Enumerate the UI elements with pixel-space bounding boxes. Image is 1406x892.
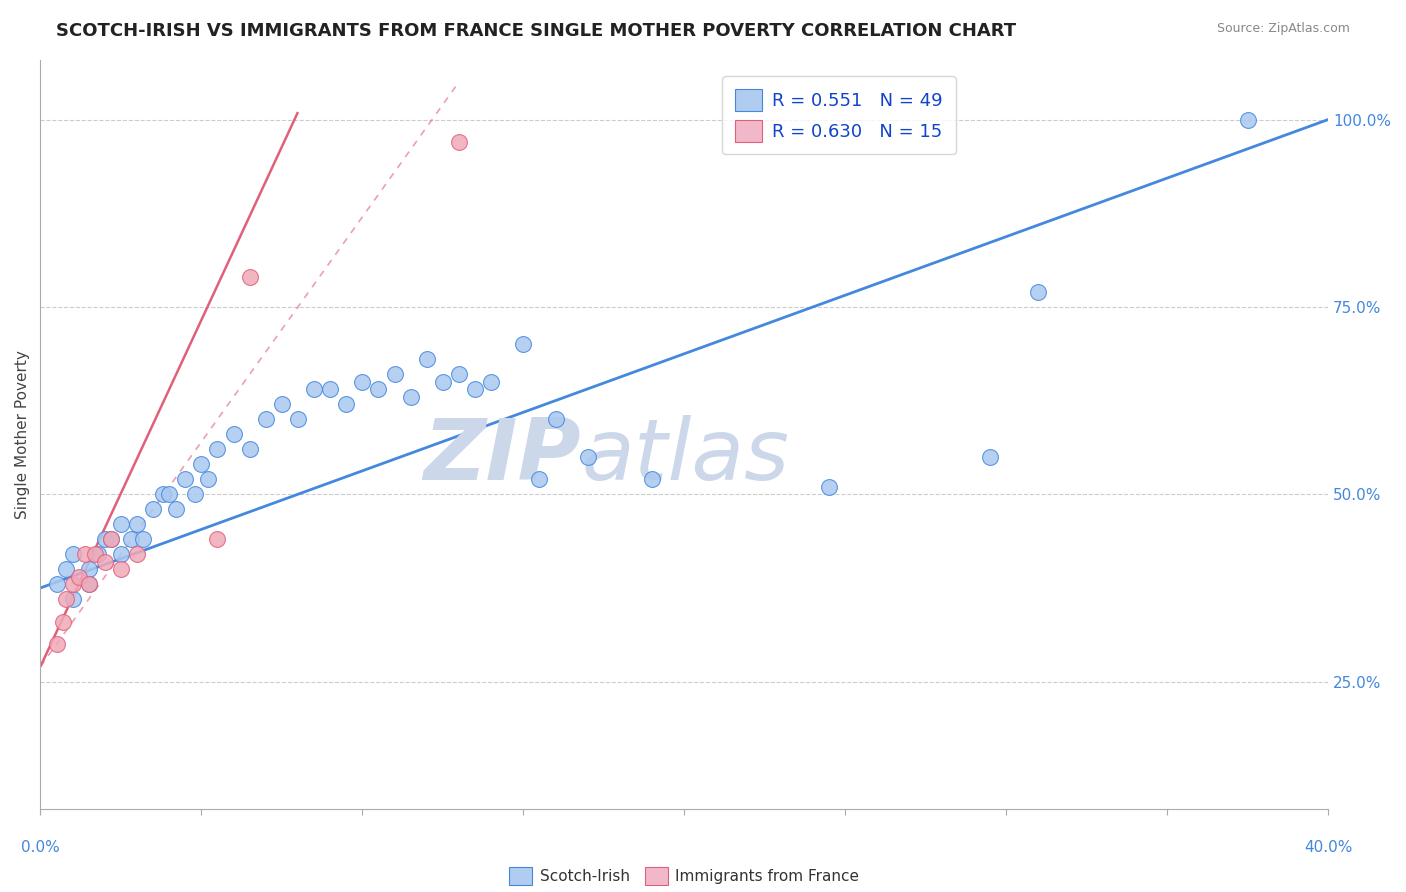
Point: [152, 487, 174, 501]
Point: [979, 450, 1001, 464]
Text: 0.0%: 0.0%: [21, 840, 60, 855]
Point: [110, 517, 132, 532]
Point: [174, 472, 197, 486]
Point: [319, 382, 342, 396]
Point: [75, 547, 97, 561]
Point: [87, 547, 110, 561]
Point: [818, 480, 841, 494]
Point: [132, 533, 155, 547]
Point: [67, 570, 90, 584]
Point: [52, 615, 75, 629]
Point: [1028, 285, 1050, 299]
Point: [384, 368, 406, 382]
Text: 40.0%: 40.0%: [1303, 840, 1353, 855]
Point: [100, 533, 122, 547]
Point: [110, 562, 132, 576]
Point: [45, 577, 67, 591]
Point: [125, 517, 148, 532]
Point: [529, 472, 551, 486]
Point: [352, 375, 374, 389]
Point: [62, 547, 84, 561]
Point: [207, 442, 229, 457]
Point: [77, 562, 100, 576]
Point: [239, 269, 262, 284]
Point: [207, 533, 229, 547]
Point: [84, 547, 107, 561]
Point: [110, 547, 132, 561]
Point: [142, 502, 165, 516]
Point: [479, 375, 502, 389]
Point: [62, 592, 84, 607]
Point: [165, 502, 187, 516]
Point: [77, 577, 100, 591]
Point: [120, 533, 142, 547]
Point: [447, 135, 470, 149]
Point: [45, 637, 67, 651]
Point: [190, 457, 212, 471]
Point: [399, 390, 422, 404]
Point: [184, 487, 207, 501]
Point: [222, 427, 245, 442]
Point: [254, 412, 277, 426]
Point: [432, 375, 454, 389]
Point: [62, 577, 84, 591]
Point: [447, 368, 470, 382]
Point: [157, 487, 180, 501]
Y-axis label: Single Mother Poverty: Single Mother Poverty: [15, 350, 30, 519]
Point: [94, 555, 117, 569]
Point: [55, 592, 77, 607]
Point: [55, 562, 77, 576]
Point: [367, 382, 389, 396]
Point: [416, 352, 439, 367]
Text: atlas: atlas: [581, 416, 789, 499]
Text: SCOTCH-IRISH VS IMMIGRANTS FROM FRANCE SINGLE MOTHER POVERTY CORRELATION CHART: SCOTCH-IRISH VS IMMIGRANTS FROM FRANCE S…: [56, 22, 1017, 40]
Legend: R = 0.551   N = 49, R = 0.630   N = 15: R = 0.551 N = 49, R = 0.630 N = 15: [721, 76, 956, 154]
Point: [94, 533, 117, 547]
Point: [641, 472, 664, 486]
Point: [100, 533, 122, 547]
Point: [270, 397, 292, 411]
Point: [512, 337, 534, 351]
Point: [544, 412, 567, 426]
Text: Source: ZipAtlas.com: Source: ZipAtlas.com: [1216, 22, 1350, 36]
Point: [287, 412, 309, 426]
Point: [77, 577, 100, 591]
Point: [576, 450, 599, 464]
Point: [197, 472, 219, 486]
Point: [125, 547, 148, 561]
Point: [464, 382, 486, 396]
Text: ZIP: ZIP: [423, 416, 581, 499]
Point: [239, 442, 262, 457]
Point: [1236, 112, 1258, 127]
Point: [335, 397, 357, 411]
Point: [302, 382, 325, 396]
